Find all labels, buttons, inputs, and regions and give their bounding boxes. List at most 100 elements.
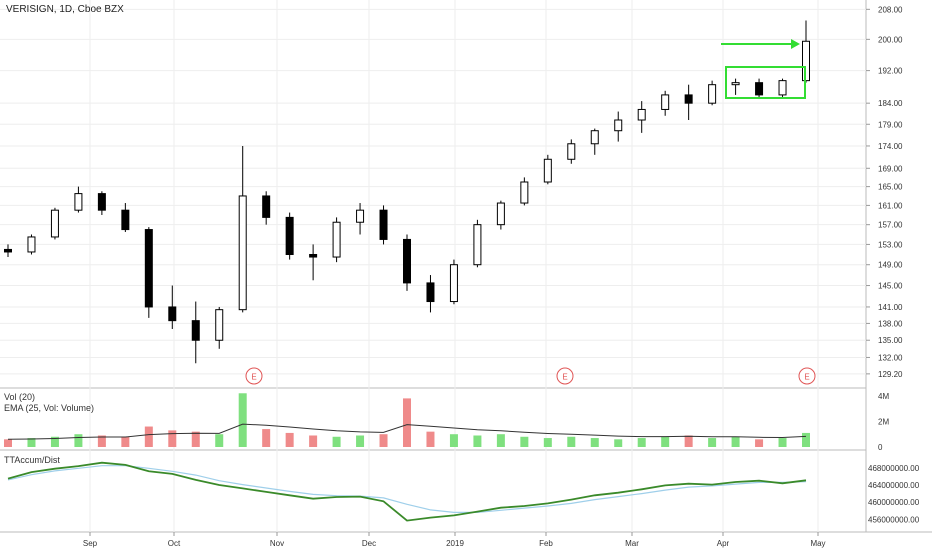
volume-bar xyxy=(637,438,646,447)
breakout-arrow-head xyxy=(791,39,800,49)
price-tick-label: 135.00 xyxy=(878,336,903,345)
earnings-marker-circle xyxy=(798,367,816,385)
volume-bar xyxy=(684,435,693,447)
volume-ema-line xyxy=(7,423,807,440)
time-tick-label: Apr xyxy=(717,539,730,548)
candle-body xyxy=(285,216,294,255)
candle-body xyxy=(356,209,365,223)
volume-bar xyxy=(778,438,787,447)
volume-bar xyxy=(661,436,670,447)
volume-bar xyxy=(74,434,83,447)
earnings-marker[interactable]: E xyxy=(556,367,574,385)
volume-bar xyxy=(426,431,435,447)
indicator-pane-title: TTAccum/Dist xyxy=(4,455,60,465)
price-tick-label: 169.00 xyxy=(878,164,903,173)
price-tick-label: 138.00 xyxy=(878,319,903,328)
volume-bar xyxy=(27,438,36,447)
candle-body xyxy=(520,181,529,204)
consolidation-box xyxy=(725,66,806,99)
volume-bar xyxy=(50,436,59,447)
indicator-tick-label: 468000000.00 xyxy=(868,464,920,473)
candle-body xyxy=(238,195,247,311)
volume-bar xyxy=(708,438,717,447)
earnings-marker[interactable]: E xyxy=(245,367,263,385)
price-tick-label: 165.00 xyxy=(878,183,903,192)
price-tick-label: 157.00 xyxy=(878,221,903,230)
price-tick-label: 200.00 xyxy=(878,35,903,44)
price-tick-label: 149.00 xyxy=(878,261,903,270)
candle-body xyxy=(144,229,153,308)
price-tick-label: 129.20 xyxy=(878,370,903,379)
price-tick-label: 184.00 xyxy=(878,99,903,108)
candle-body xyxy=(449,264,458,303)
price-axis: 129.20 132.00 135.00 138.00 141.00 145.00 149.… xyxy=(866,5,903,379)
candle-body xyxy=(496,202,505,226)
candle-body xyxy=(778,80,787,96)
volume-bar xyxy=(379,434,388,447)
price-tick-label: 192.00 xyxy=(878,67,903,76)
candle-body xyxy=(567,143,576,160)
candle-body xyxy=(543,158,552,183)
candle-body xyxy=(403,238,411,284)
time-tick-label: Oct xyxy=(168,539,181,548)
price-tick-label: 179.00 xyxy=(878,120,903,129)
volume-bar xyxy=(449,434,458,447)
volume-bar xyxy=(356,435,365,447)
volume-bar xyxy=(309,435,318,447)
volume-tick-label: 4M xyxy=(878,392,889,401)
time-tick-label: Nov xyxy=(270,539,284,548)
volume-bar xyxy=(590,438,599,447)
volume-bar xyxy=(802,432,810,447)
volume-bar xyxy=(262,429,271,447)
volume-bar xyxy=(543,438,552,447)
candle-body xyxy=(614,119,623,132)
candle-body xyxy=(97,193,106,211)
volume-bar xyxy=(97,435,106,447)
volume-bar xyxy=(191,431,200,447)
candle-body xyxy=(379,209,388,240)
time-tick-label: Dec xyxy=(362,539,376,548)
candle-body xyxy=(168,306,177,322)
candle-body xyxy=(426,282,435,303)
volume-bar xyxy=(168,430,177,447)
candle-body xyxy=(27,236,36,253)
candle-body xyxy=(661,94,670,110)
time-axis: Sep Oct Nov Dec 2019 Feb Mar Apr May xyxy=(83,532,826,548)
time-tick-label: May xyxy=(810,539,825,548)
time-tick-label: Sep xyxy=(83,539,98,548)
volume-bar xyxy=(567,436,576,447)
candle-body xyxy=(4,248,12,253)
accum-dist-signal-line xyxy=(7,465,807,513)
candle-body xyxy=(215,309,224,341)
earnings-marker-label: E xyxy=(251,373,256,382)
volume-bar xyxy=(473,435,482,447)
time-tick-label: Feb xyxy=(539,539,553,548)
time-tick-label: Mar xyxy=(625,539,639,548)
volume-bars xyxy=(4,393,810,447)
candle-body xyxy=(731,82,740,86)
indicator-axis: 456000000.00 460000000.00 464000000.00 4680… xyxy=(868,464,920,524)
price-tick-label: 145.00 xyxy=(878,282,903,291)
price-tick-label: 174.00 xyxy=(878,142,903,151)
volume-bar xyxy=(144,426,153,447)
volume-bar xyxy=(403,398,411,447)
volume-bar xyxy=(332,436,341,447)
candle-body xyxy=(755,82,764,96)
time-tick-label: 2019 xyxy=(446,539,464,548)
volume-bar xyxy=(496,434,505,447)
volume-bar xyxy=(215,434,224,447)
candle-body xyxy=(708,84,717,104)
candle-body xyxy=(191,320,200,341)
candle-body xyxy=(473,224,482,266)
candlestick-series xyxy=(4,20,810,364)
volume-bar xyxy=(121,436,130,447)
earnings-marker[interactable]: E xyxy=(798,367,816,385)
earnings-marker-label: E xyxy=(804,373,809,382)
volume-ema-legend: EMA (25, Vol: Volume) xyxy=(4,403,94,413)
indicator-tick-label: 456000000.00 xyxy=(868,515,920,524)
earnings-marker-label: E xyxy=(562,373,567,382)
volume-axis: 0 2M 4M xyxy=(878,392,889,452)
volume-bar xyxy=(614,439,623,447)
